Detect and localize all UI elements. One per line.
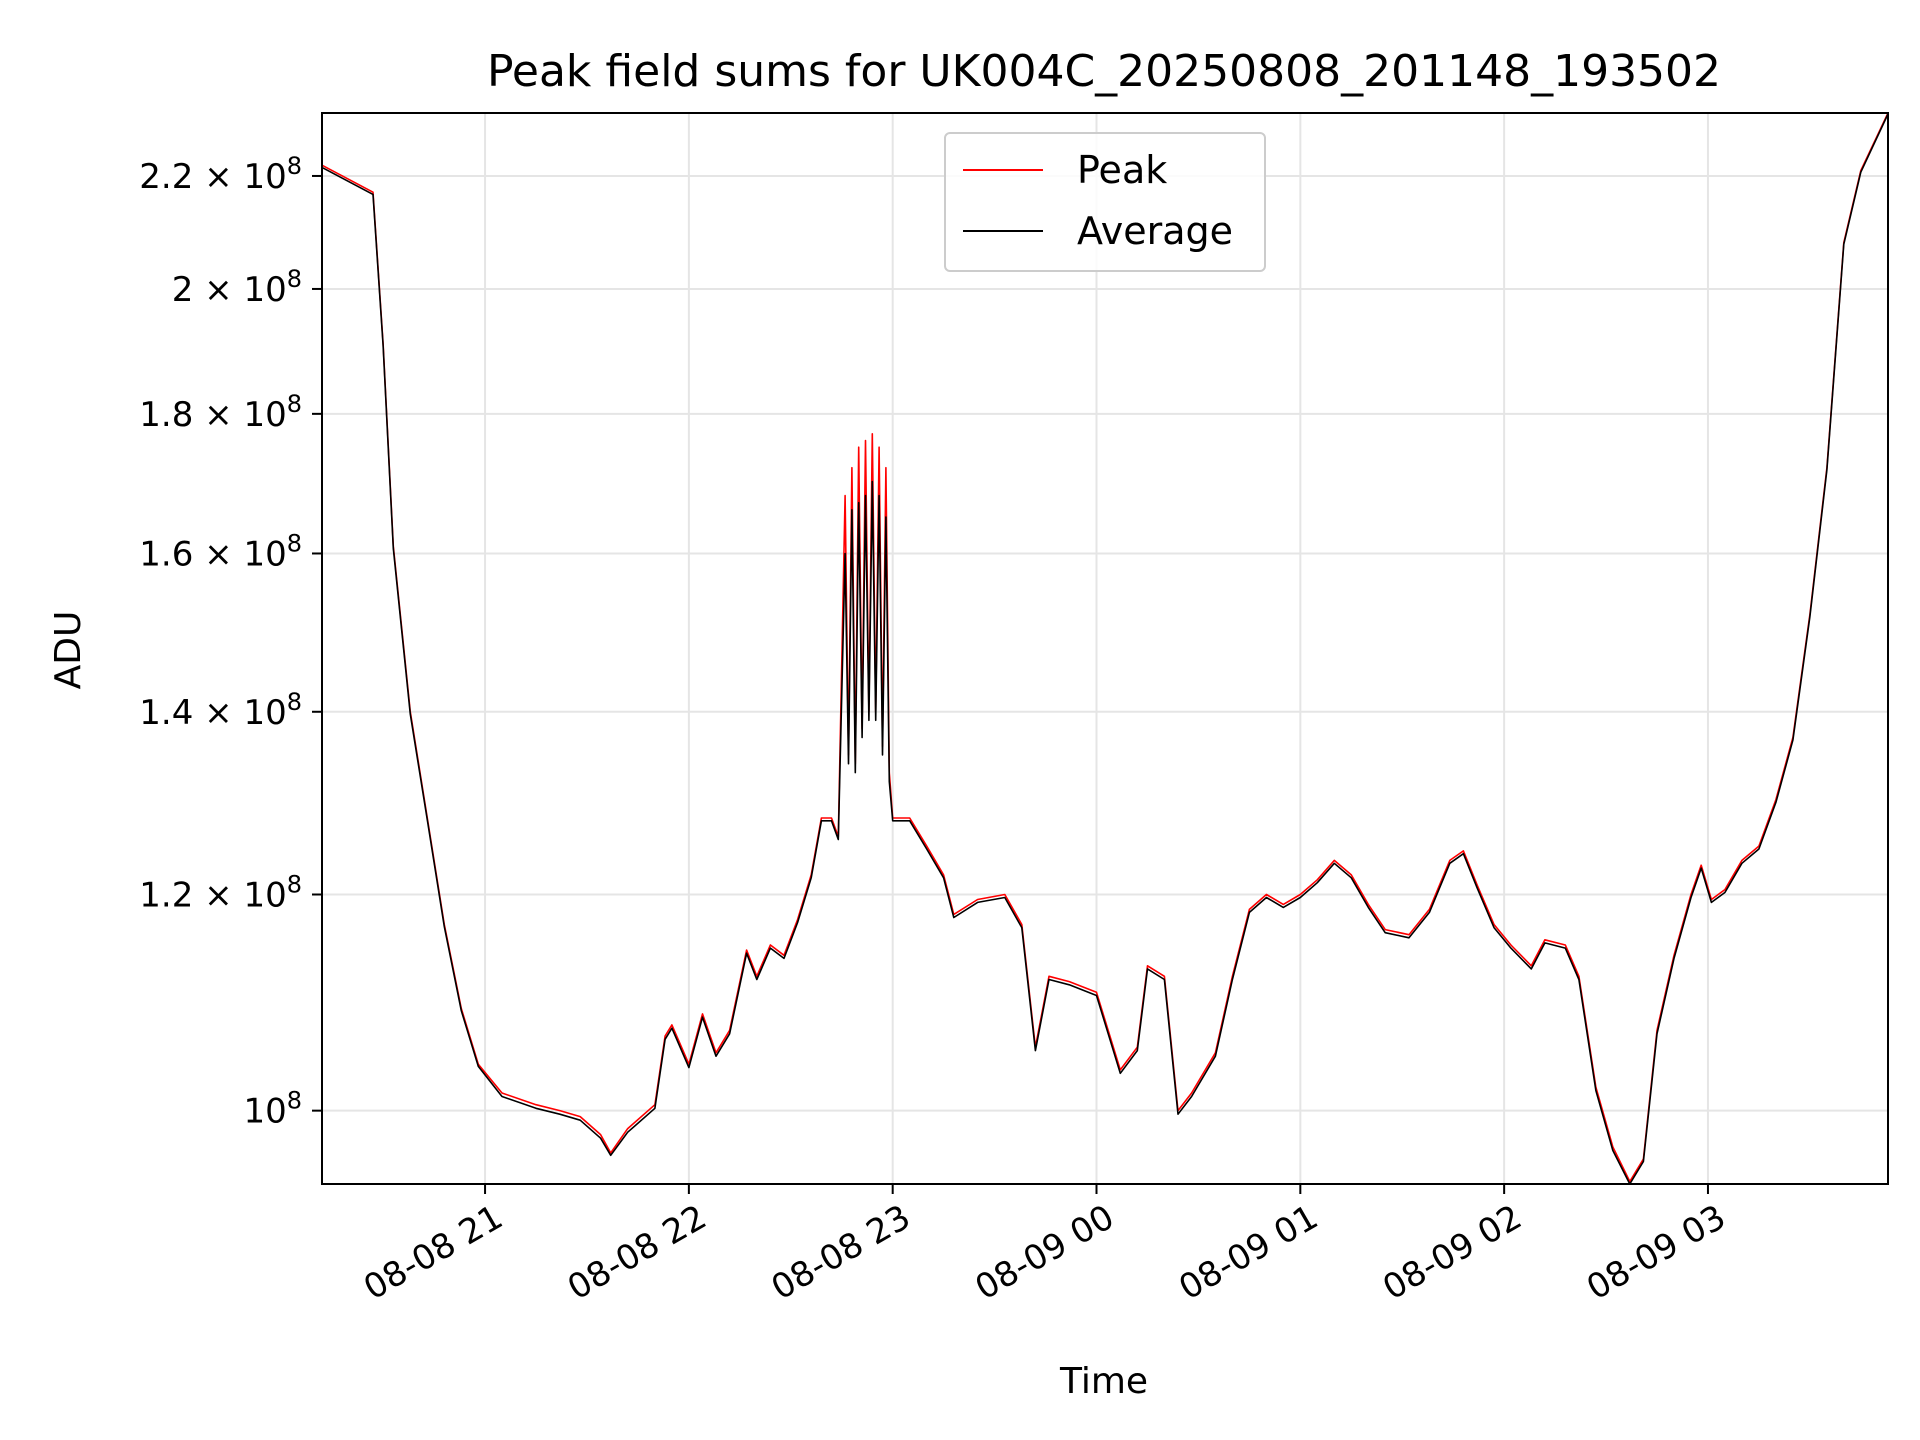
y-axis-label: ADU [48,611,89,690]
series-line-peak [321,112,1889,1183]
y-axis-ticks: 108 1.2 × 108 1.4 × 108 1.6 × 108 1.8 × 108 2… [139,152,322,1132]
axes-frame [321,112,1889,1185]
y-tick-label: 1.8 × 108 [139,390,302,435]
y-tick-label: 108 [243,1087,302,1132]
legend: Peak Average [944,132,1266,272]
y-tick-label: 1.2 × 108 [139,871,302,916]
legend-box [944,132,1266,272]
y-tick-label: 2.2 × 108 [139,152,302,197]
y-tick-label: 1.4 × 108 [139,688,302,733]
series-line-average [321,113,1889,1185]
legend-label-average: Average [1077,209,1233,253]
y-tick-label: 1.6 × 108 [139,529,302,574]
series-layer [321,112,1889,1185]
chart-title: Peak field sums for UK004C_20250808_2011… [487,46,1721,97]
y-tick-label: 2 × 108 [172,265,302,310]
x-axis-label: Time [1059,1361,1148,1402]
legend-label-peak: Peak [1077,148,1167,192]
